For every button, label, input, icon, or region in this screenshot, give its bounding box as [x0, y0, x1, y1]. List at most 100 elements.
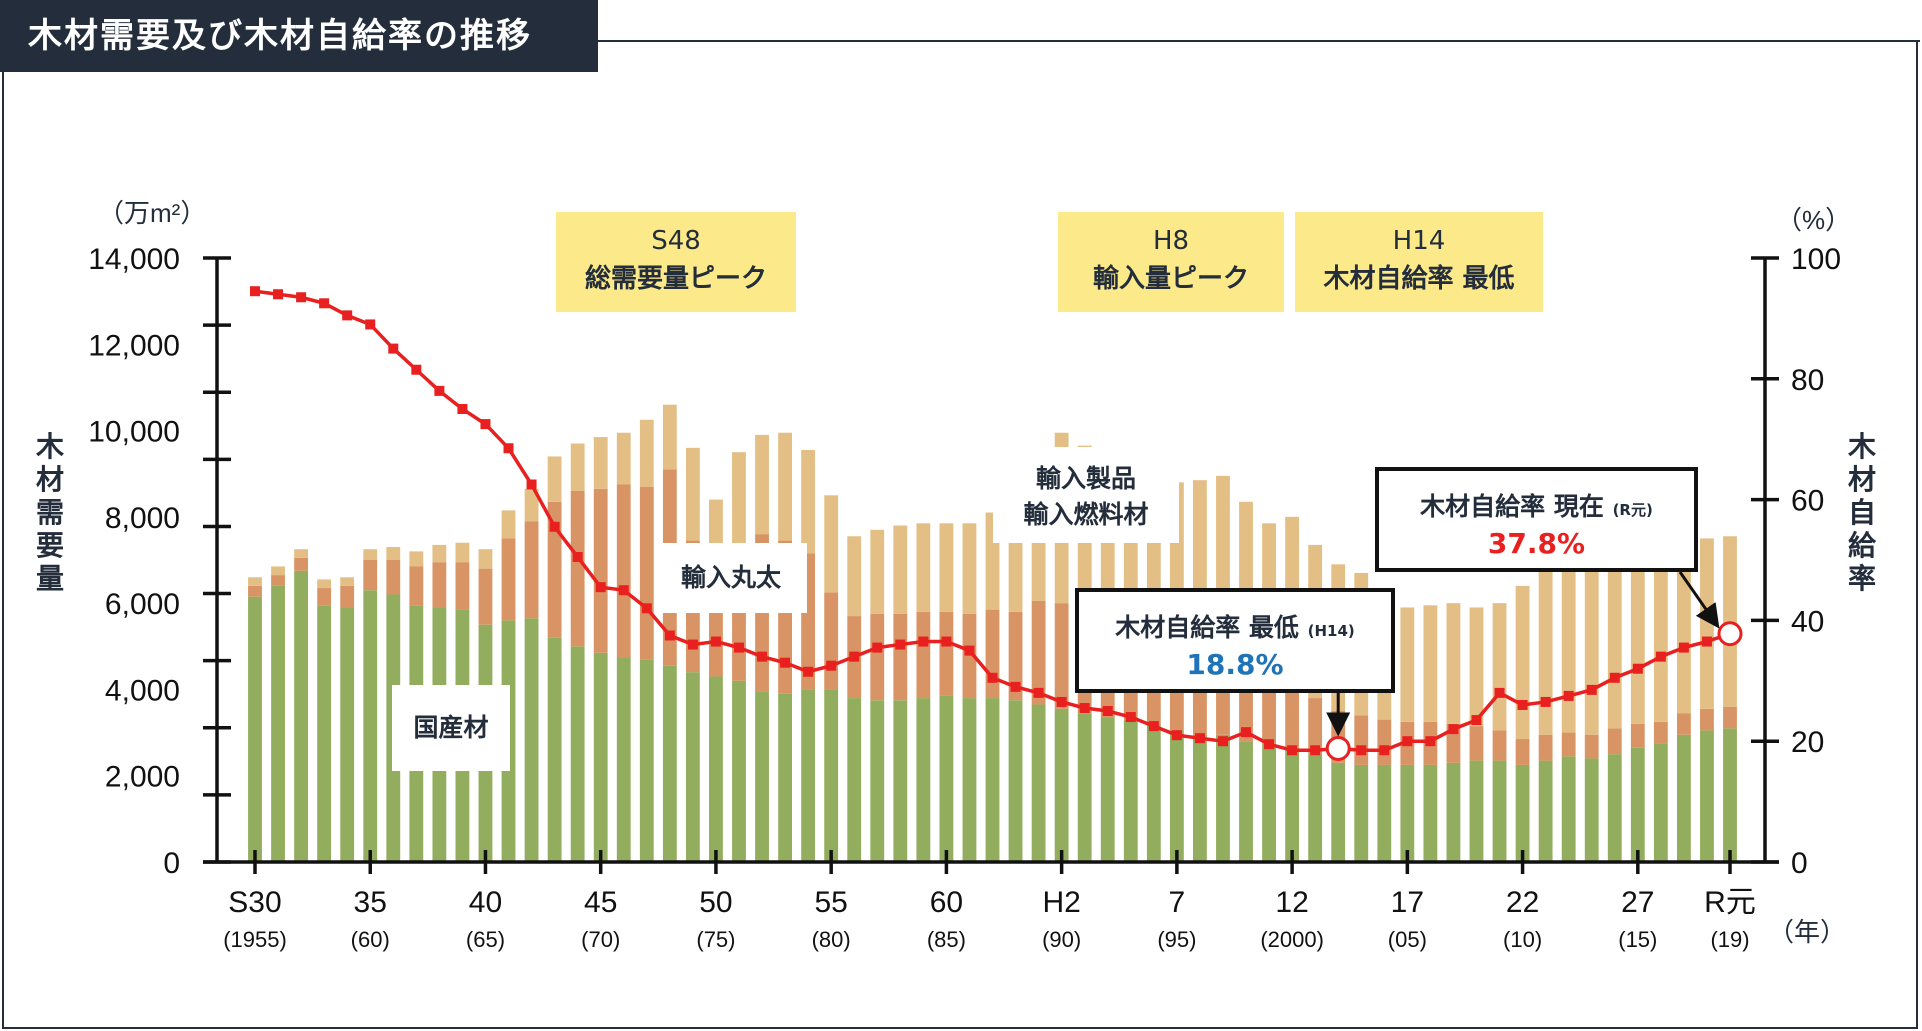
x-axis-tick-label: 60	[930, 886, 963, 919]
bar-imported-products	[778, 432, 792, 541]
bar-imported-products	[1584, 564, 1599, 735]
bar-domestic	[593, 652, 608, 862]
right-axis-tick-label: 0	[1791, 847, 1808, 880]
bar-domestic	[1492, 760, 1507, 862]
bar-domestic	[570, 646, 585, 862]
bar-domestic	[1146, 723, 1161, 862]
bar-imported-products	[893, 525, 908, 614]
bar-imported-products	[1676, 547, 1691, 714]
self-sufficiency-marker	[1425, 736, 1436, 747]
bar-imported-logs	[386, 560, 401, 595]
left-axis-tick-label: 4,000	[105, 674, 180, 707]
bar-imported-products	[248, 577, 262, 586]
bar-imported-logs	[1492, 730, 1507, 761]
annotation-lowest-value: 18.8%	[1186, 648, 1284, 681]
bar-imported-logs	[893, 613, 908, 701]
self-sufficiency-marker	[618, 585, 629, 596]
bar-imported-logs	[916, 611, 931, 699]
left-axis-tick-label: 2,000	[105, 761, 180, 794]
x-axis-tick-sublabel: (75)	[696, 927, 735, 952]
self-sufficiency-marker	[503, 443, 514, 454]
bar-imported-products	[432, 544, 447, 563]
bar-imported-logs	[1285, 687, 1300, 748]
self-sufficiency-marker	[319, 298, 330, 309]
self-sufficiency-marker	[1448, 724, 1459, 735]
self-sufficiency-marker	[641, 603, 652, 614]
bar-domestic	[801, 689, 816, 862]
x-axis-tick-label: 7	[1169, 886, 1186, 919]
bar-domestic	[1239, 741, 1253, 862]
self-sufficiency-marker	[1379, 745, 1390, 756]
self-sufficiency-marker	[457, 404, 468, 414]
x-axis-tick-label: H2	[1042, 886, 1080, 919]
x-axis-tick-sublabel: (70)	[581, 927, 620, 952]
self-sufficiency-marker	[1264, 739, 1275, 750]
bar-domestic	[916, 698, 931, 862]
bar-domestic	[1561, 756, 1576, 862]
peak-callout-text: 木材自給率 最低	[1323, 264, 1515, 294]
label-imported-products-line2: 輸入燃料材	[1023, 500, 1149, 529]
left-axis-tick-label: 14,000	[88, 243, 180, 276]
left-axis-unit: （万m²）	[98, 198, 207, 228]
annotation-lowest-rate: 木材自給率 最低 (H14) 18.8%	[1075, 588, 1395, 693]
self-sufficiency-marker	[757, 651, 768, 662]
bar-domestic	[524, 618, 539, 862]
bar-domestic	[662, 665, 677, 862]
x-axis-tick-sublabel: (19)	[1710, 927, 1749, 952]
bar-imported-logs	[1354, 715, 1369, 765]
bar-domestic	[962, 698, 977, 862]
bar-domestic	[1308, 754, 1323, 862]
bar-domestic	[1054, 708, 1069, 862]
bar-imported-logs	[455, 562, 470, 610]
x-axis-tick-label: 45	[584, 886, 617, 919]
axis-title-char: 率	[1847, 562, 1876, 595]
label-imported-logs: 輸入丸太	[655, 543, 807, 613]
bar-imported-products	[616, 432, 631, 485]
x-axis-tick-label: 17	[1391, 886, 1424, 919]
bar-imported-products	[1700, 538, 1714, 709]
annotation-current-rate: 木材自給率 現在 (R元) 37.8%	[1375, 467, 1698, 572]
bar-domestic	[985, 698, 1000, 862]
self-sufficiency-marker	[1241, 727, 1252, 738]
self-sufficiency-marker	[895, 639, 906, 650]
self-sufficiency-marker	[710, 636, 721, 647]
self-sufficiency-marker	[549, 521, 560, 532]
x-axis-tick-sublabel: (2000)	[1260, 927, 1324, 952]
self-sufficiency-marker	[1171, 730, 1182, 741]
bar-imported-products	[662, 404, 677, 470]
bar-imported-logs	[1262, 676, 1276, 744]
bar-imported-logs	[1031, 600, 1046, 705]
bar-domestic	[1031, 704, 1046, 862]
bar-domestic	[1123, 719, 1138, 862]
bar-domestic	[294, 570, 309, 862]
axis-title-char: 材	[35, 463, 64, 496]
bar-imported-logs	[939, 611, 954, 696]
x-axis-tick-sublabel: (15)	[1618, 927, 1657, 952]
self-sufficiency-marker	[1540, 696, 1551, 707]
right-axis-title: 木材自給率	[1845, 430, 1879, 595]
bar-domestic	[1700, 730, 1714, 862]
bar-domestic	[1169, 730, 1184, 862]
bar-domestic	[616, 657, 631, 862]
bar-imported-logs	[478, 568, 493, 625]
bar-imported-products	[409, 551, 424, 567]
bar-imported-logs	[985, 609, 1000, 699]
self-sufficiency-marker	[1010, 681, 1021, 692]
bar-imported-products	[317, 579, 332, 589]
bar-imported-logs	[248, 585, 262, 597]
x-axis-tick-label: 50	[699, 886, 732, 919]
bar-domestic	[363, 590, 378, 862]
bar-domestic	[1377, 764, 1392, 862]
self-sufficiency-marker	[250, 286, 260, 297]
bar-imported-logs	[1469, 726, 1484, 761]
self-sufficiency-marker	[1056, 696, 1067, 707]
left-axis-tick-label: 10,000	[88, 416, 180, 449]
self-sufficiency-marker	[1148, 721, 1159, 732]
bar-domestic	[1077, 713, 1092, 862]
self-sufficiency-marker	[365, 319, 376, 330]
self-sufficiency-marker	[1655, 651, 1666, 662]
axis-title-char: 木	[35, 430, 64, 463]
self-sufficiency-marker	[1471, 715, 1482, 726]
bar-imported-logs	[1630, 723, 1645, 748]
bar-imported-products	[1423, 605, 1438, 722]
